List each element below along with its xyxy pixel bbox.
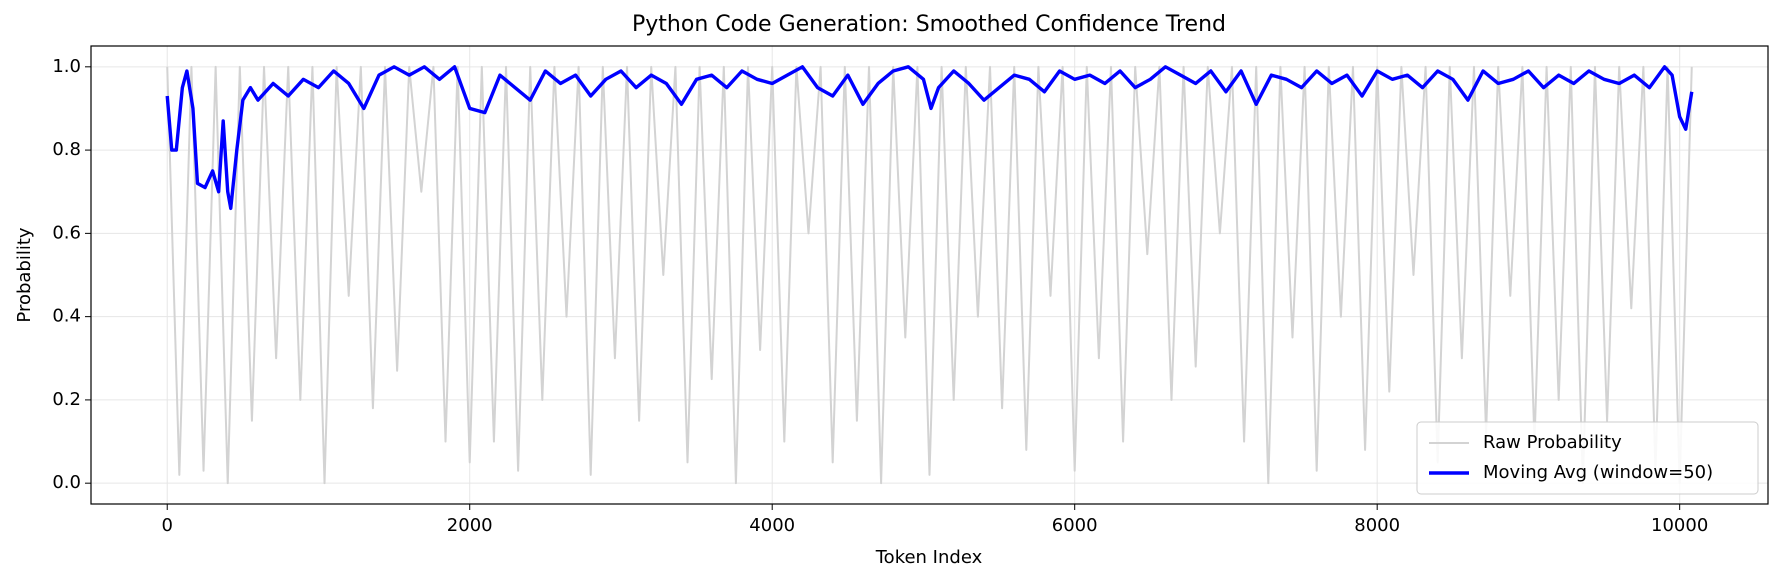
- y-tick-label: 0.2: [52, 389, 81, 410]
- y-tick-label: 1.0: [52, 56, 81, 77]
- x-axis-label: Token Index: [875, 547, 983, 568]
- data-line: [166, 65, 1693, 485]
- x-tick-label: 4000: [749, 515, 795, 536]
- x-tick-label: 8000: [1354, 515, 1400, 536]
- x-tick-label: 0: [162, 515, 173, 536]
- y-tick-label: 0.4: [52, 306, 81, 327]
- y-tick-label: 0.6: [52, 222, 81, 243]
- y-tick-label: 0.8: [52, 139, 81, 160]
- plot-frame: [90, 45, 1769, 505]
- legend-label: Moving Avg (window=50): [1483, 462, 1713, 483]
- y-axis-label: Probability: [14, 227, 35, 322]
- data-line: [165, 65, 1694, 211]
- x-tick-label: 10000: [1651, 515, 1708, 536]
- y-tick-label: 0.0: [52, 472, 81, 493]
- legend-box: [1416, 421, 1759, 495]
- chart-title: Python Code Generation: Smoothed Confide…: [632, 12, 1226, 37]
- legend-label: Raw Probability: [1483, 432, 1622, 453]
- x-tick-label: 6000: [1052, 515, 1098, 536]
- x-tick-label: 2000: [447, 515, 493, 536]
